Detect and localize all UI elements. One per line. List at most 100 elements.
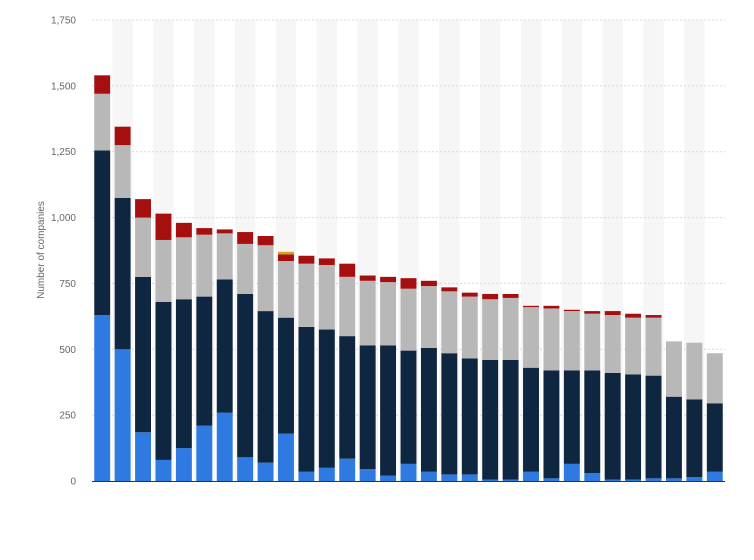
- bar-segment: [461, 474, 478, 481]
- bar-segment: [400, 350, 417, 464]
- bar-segment: [645, 315, 662, 318]
- bar-segment: [114, 349, 131, 481]
- bar-segment: [94, 93, 111, 151]
- bar-segment: [625, 479, 642, 481]
- bar-segment: [523, 307, 539, 368]
- bar-segment: [196, 296, 213, 426]
- bar-segment: [543, 478, 560, 481]
- bar-segment: [604, 311, 621, 316]
- y-tick-label: 1,750: [51, 16, 76, 27]
- bars: [94, 75, 723, 481]
- y-tick-label: 1,000: [51, 213, 76, 224]
- bar-segment: [237, 243, 254, 294]
- bar-segment: [339, 276, 356, 337]
- bar-segment: [604, 372, 621, 480]
- bar-segment: [502, 479, 519, 481]
- bar-segment: [257, 462, 274, 481]
- bar-segment: [482, 299, 499, 360]
- bar-segment: [278, 251, 294, 255]
- bar-segment: [584, 370, 601, 474]
- bar-segment: [625, 374, 642, 480]
- bar-segment: [216, 412, 233, 481]
- bar-segment: [196, 228, 213, 235]
- bar-segment: [461, 358, 478, 475]
- bar-segment: [686, 399, 703, 478]
- bar-segment: [359, 280, 376, 346]
- bar-segment: [645, 478, 662, 481]
- bar-segment: [543, 370, 560, 479]
- bar-segment: [380, 276, 397, 283]
- bar-segment: [94, 315, 111, 481]
- bar-segment: [318, 467, 335, 481]
- bar-segment: [400, 463, 417, 481]
- bar-segment: [563, 311, 580, 371]
- bar-segment: [114, 126, 131, 146]
- y-tick-label: 500: [59, 345, 76, 356]
- bar-segment: [237, 293, 254, 458]
- bar-segment: [135, 276, 152, 433]
- bar-segment: [359, 345, 376, 470]
- y-tick-label: 0: [70, 477, 76, 488]
- bar-segment: [482, 359, 499, 480]
- bar-segment: [665, 396, 682, 479]
- bar-segment: [523, 471, 539, 481]
- bar-segment: [686, 342, 703, 400]
- bar-segment: [298, 255, 315, 264]
- bar-segment: [441, 353, 458, 475]
- bar-segment: [461, 296, 478, 359]
- bar-segment: [482, 479, 499, 481]
- bar-segment: [237, 232, 254, 244]
- bar-segment: [298, 471, 315, 481]
- bar-segment: [359, 469, 376, 481]
- bar-segment: [706, 471, 723, 481]
- bar-segment: [135, 217, 152, 277]
- bar-segment: [278, 433, 294, 481]
- bar-segment: [216, 279, 233, 413]
- bar-segment: [420, 286, 437, 348]
- bar-segment: [359, 275, 376, 281]
- bar-segment: [441, 291, 458, 354]
- bar-segment: [175, 237, 192, 300]
- bar-segment: [441, 287, 458, 292]
- bar-segment: [400, 288, 417, 351]
- bar-segment: [482, 293, 499, 300]
- bar-segment: [257, 311, 274, 463]
- bar-segment: [420, 280, 437, 287]
- bar-segment: [175, 222, 192, 238]
- bar-segment: [502, 359, 519, 480]
- bar-segment: [237, 457, 254, 481]
- bar-segment: [523, 367, 539, 472]
- bar-segment: [380, 345, 397, 476]
- bar-segment: [604, 315, 621, 373]
- bar-segment: [278, 254, 294, 262]
- bar-segment: [155, 459, 172, 481]
- bar-segment: [216, 229, 233, 234]
- bar-segment: [420, 471, 437, 481]
- bar-segment: [196, 425, 213, 481]
- bar-segment: [339, 458, 356, 481]
- bar-segment: [155, 213, 172, 240]
- bar-segment: [216, 233, 233, 280]
- bar-segment: [114, 145, 131, 198]
- y-tick-label: 750: [59, 279, 76, 290]
- bar-segment: [94, 75, 111, 94]
- bar-segment: [318, 258, 335, 265]
- y-axis-title: Number of companies: [36, 201, 47, 299]
- bar-segment: [257, 245, 274, 312]
- bar-segment: [523, 305, 539, 308]
- bar-segment: [543, 308, 560, 371]
- bar-segment: [400, 278, 417, 289]
- bar-segment: [441, 474, 458, 481]
- bar-segment: [318, 264, 335, 330]
- bar-segment: [318, 329, 335, 468]
- bar-segment: [563, 309, 580, 312]
- bar-segment: [665, 478, 682, 481]
- bar-segment: [502, 293, 519, 298]
- bar-segment: [114, 197, 131, 350]
- bar-segment: [584, 473, 601, 481]
- bar-segment: [175, 299, 192, 449]
- bar-segment: [706, 403, 723, 472]
- bar-segment: [155, 239, 172, 302]
